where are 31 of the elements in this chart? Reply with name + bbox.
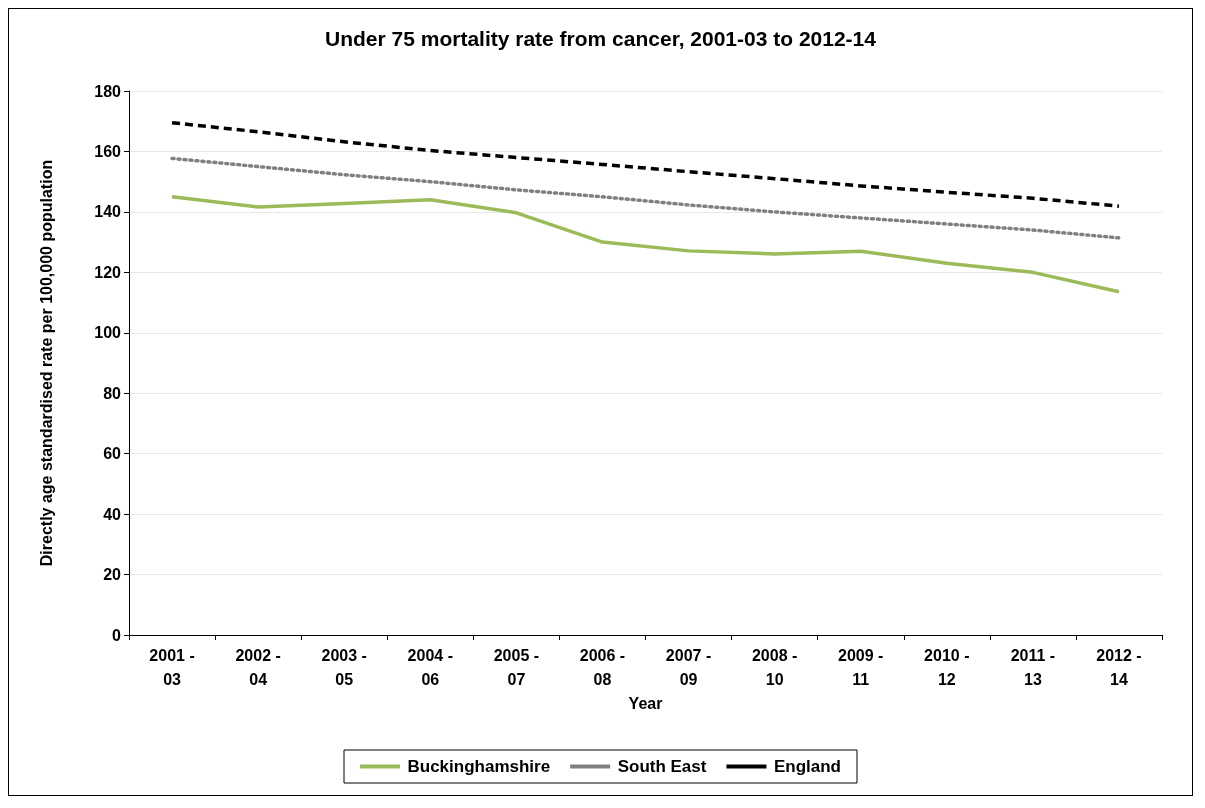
- x-tick-label: 2011 - 13: [1010, 646, 1056, 688]
- x-tick-label: 2001 - 03: [149, 646, 195, 688]
- y-tick-label: 60: [103, 445, 122, 463]
- y-axis-title: Directly age standardised rate per 100,000 population: [37, 159, 55, 567]
- line-series: [170, 120, 1121, 208]
- x-tick-label: 2002 - 04: [235, 646, 281, 688]
- chart-title: Under 75 mortality rate from cancer, 2001-03 to 2012-14: [325, 27, 877, 50]
- x-tick-label: 2004 - 06: [407, 646, 453, 688]
- y-tick-label: 40: [103, 505, 122, 523]
- y-tick-label: 80: [103, 384, 122, 402]
- x-tick-label: 2009 - 11: [838, 646, 884, 688]
- y-tick-label: 180: [94, 82, 122, 100]
- line-series: [170, 156, 1121, 240]
- legend-label: Buckinghamshire: [407, 757, 551, 776]
- legend-label: England: [773, 757, 841, 776]
- y-tick-label: 140: [94, 203, 122, 221]
- x-tick-label: 2007 - 09: [665, 646, 712, 688]
- y-tick-label: 20: [103, 566, 122, 584]
- y-tick-label: 160: [94, 142, 122, 160]
- legend-label: South East: [617, 757, 707, 776]
- y-tick-label: 100: [94, 324, 122, 342]
- line-series: [170, 195, 1121, 294]
- x-tick-label: 2012 - 14: [1096, 646, 1142, 688]
- x-axis-title: Year: [628, 695, 663, 713]
- x-tick-label: 2003 - 05: [321, 646, 367, 688]
- x-tick-label: 2008 - 10: [751, 646, 798, 688]
- x-tick-label: 2006 - 08: [579, 646, 626, 688]
- y-tick-label: 120: [94, 263, 122, 281]
- y-tick-label: 0: [112, 626, 122, 644]
- x-tick-label: 2005 - 07: [493, 646, 540, 688]
- x-tick-label: 2010 - 12: [924, 646, 970, 688]
